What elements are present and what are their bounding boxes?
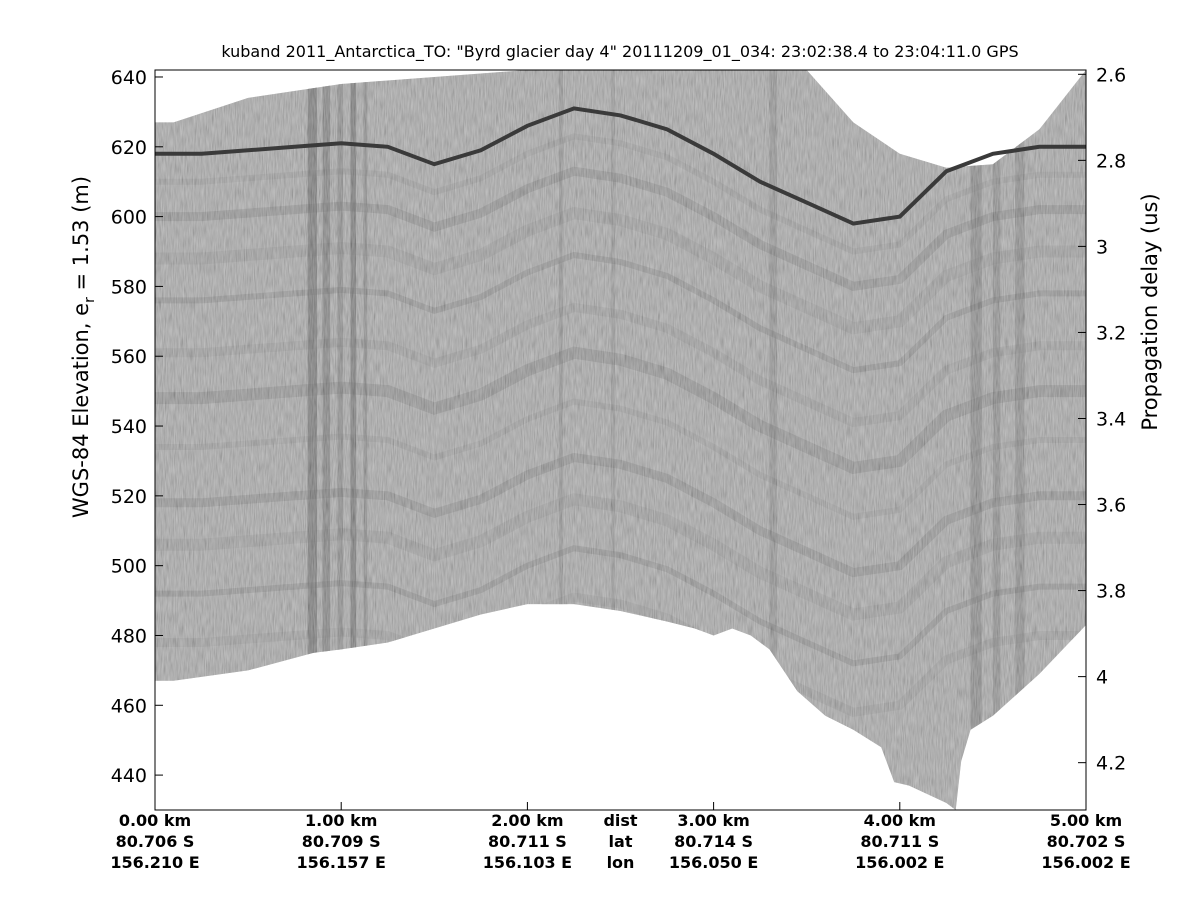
plot-area: 440 460 480 500 520 540 560 580 600 620 640 2.6 2.8… xyxy=(110,64,1130,872)
x-tick-dist-label: 5.00 km xyxy=(1050,811,1122,830)
x-tick-dist-label: 3.00 km xyxy=(677,811,749,830)
x-axis: 0.00 km 80.706 S 156.210 E 1.00 km 80.709 S 1… xyxy=(110,802,1131,872)
x-tick-dist-label: 0.00 km xyxy=(119,811,191,830)
x-row-label-lon: lon xyxy=(607,853,635,872)
y-tick-label: 580 xyxy=(111,276,147,298)
y-axis-title-suffix: = 1.53 (m) xyxy=(69,176,93,297)
x-tick-dist-label: 2.00 km xyxy=(491,811,563,830)
x-tick-dist-label: 4.00 km xyxy=(864,811,936,830)
y-right-tick-label: 3.6 xyxy=(1096,495,1126,517)
y-right-tick-label: 4.2 xyxy=(1096,753,1126,775)
y-axis-title-subscript: r xyxy=(82,297,98,303)
y-right-tick-label: 3 xyxy=(1096,236,1108,258)
x-tick-lat-label: 80.702 S xyxy=(1047,832,1126,851)
y-tick-label: 620 xyxy=(111,137,147,159)
x-tick-dist-label: 1.00 km xyxy=(305,811,377,830)
y-tick-label: 440 xyxy=(111,765,147,787)
y-tick-label: 480 xyxy=(111,625,147,647)
ice-surface-reflection xyxy=(155,106,1086,226)
y-tick-label: 640 xyxy=(111,67,147,89)
plot-frame xyxy=(154,69,1087,811)
x-row-label-dist: dist xyxy=(603,811,637,830)
y-axis-title-main: WGS-84 Elevation, e xyxy=(69,303,93,518)
x-tick-lat-label: 80.711 S xyxy=(488,832,567,851)
left-y-axis: 440 460 480 500 520 540 560 580 600 620 640 xyxy=(111,67,163,787)
y-right-tick-label: 4 xyxy=(1096,667,1108,689)
x-tick-lat-label: 80.711 S xyxy=(860,832,939,851)
y-tick-label: 500 xyxy=(111,556,147,578)
y-right-tick-label: 3.8 xyxy=(1096,581,1126,603)
y-right-tick-label: 2.8 xyxy=(1096,150,1126,172)
right-y-axis: 2.6 2.8 3 3.2 3.4 3.6 3.8 4 4.2 xyxy=(1078,64,1126,775)
y-axis-title-left: WGS-84 Elevation, er = 1.53 (m) xyxy=(69,176,98,518)
x-tick-lat-label: 80.706 S xyxy=(116,832,195,851)
chart-title: kuband 2011_Antarctica_TO: "Byrd glacier… xyxy=(221,42,1018,62)
x-row-label-lat: lat xyxy=(609,832,633,851)
y-tick-label: 540 xyxy=(111,416,147,438)
x-tick-lon-label: 156.103 E xyxy=(483,853,572,872)
y-tick-label: 560 xyxy=(111,346,147,368)
y-right-tick-label: 3.2 xyxy=(1096,322,1126,344)
x-tick-lon-label: 156.050 E xyxy=(669,853,758,872)
y-tick-label: 520 xyxy=(111,486,147,508)
x-tick-lon-label: 156.002 E xyxy=(855,853,944,872)
y-right-tick-label: 3.4 xyxy=(1096,408,1126,430)
x-tick-lat-label: 80.714 S xyxy=(674,832,753,851)
x-tick-lon-label: 156.210 E xyxy=(110,853,199,872)
x-tick-lon-label: 156.002 E xyxy=(1041,853,1130,872)
y-tick-label: 600 xyxy=(111,207,147,229)
y-right-tick-label: 2.6 xyxy=(1096,64,1126,86)
y-axis-title-right: Propagation delay (us) xyxy=(1138,193,1162,430)
x-tick-lat-label: 80.709 S xyxy=(302,832,381,851)
y-tick-label: 460 xyxy=(111,695,147,717)
x-tick-lon-label: 156.157 E xyxy=(297,853,386,872)
